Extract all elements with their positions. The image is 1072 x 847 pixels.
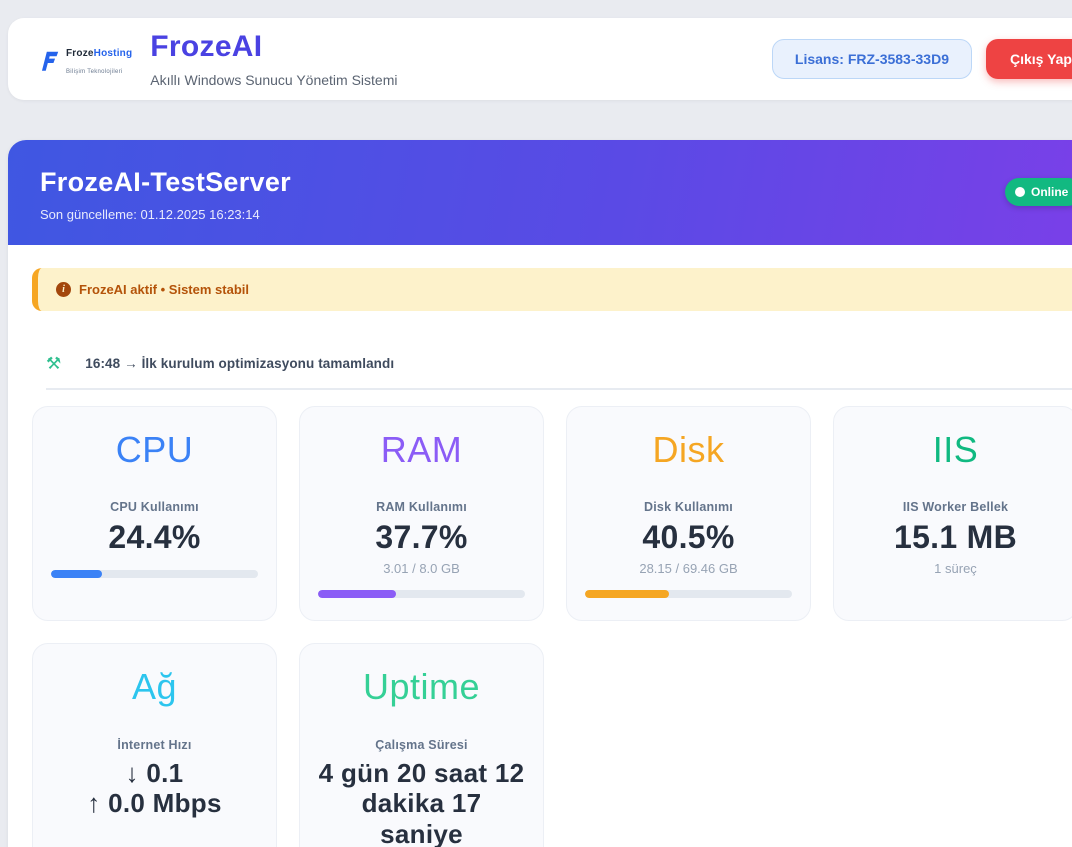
metric-card-disk: Disk Disk Kullanımı 40.5% 28.15 / 69.46 … — [566, 406, 811, 622]
brand-logo-text: FrozeHosting Bilişim Teknolojileri — [66, 44, 132, 78]
title-block: FrozeAI Akıllı Windows Sunucu Yönetim Si… — [150, 30, 397, 88]
app-header: FrozeHosting Bilişim Teknolojileri Froze… — [8, 18, 1072, 100]
metric-label: IIS Worker Bellek — [902, 500, 1009, 515]
metric-subvalue: 1 süreç — [934, 561, 977, 577]
progress-track — [318, 590, 525, 599]
cards-grid: CPU CPU Kullanımı 24.4% RAM RAM Kullanım… — [32, 406, 1072, 847]
header-brand-group: FrozeHosting Bilişim Teknolojileri Froze… — [36, 30, 397, 88]
page-shell: FrozeHosting Bilişim Teknolojileri Froze… — [8, 18, 1072, 847]
metric-value: 24.4% — [108, 519, 201, 556]
status-label: Online — [1031, 185, 1069, 199]
brand-logo: FrozeHosting Bilişim Teknolojileri — [36, 44, 132, 78]
server-banner: FrozeAI-TestServer Son güncelleme: 01.12… — [8, 140, 1072, 245]
metric-value: 37.7% — [375, 519, 468, 556]
metric-card-iis: IIS IIS Worker Bellek 15.1 MB 1 süreç — [833, 406, 1072, 622]
metric-value: ↓ 0.1 ↑ 0.0 Mbps — [87, 757, 222, 819]
progress-track — [51, 570, 258, 579]
metric-title: IIS — [932, 429, 979, 470]
metric-label: Çalışma Süresi — [375, 737, 468, 752]
online-dot-icon — [1015, 187, 1025, 197]
metric-title: Uptime — [362, 666, 481, 708]
divider — [46, 388, 1072, 390]
metric-card-cpu: CPU CPU Kullanımı 24.4% — [32, 406, 277, 622]
app-title: FrozeAI — [150, 30, 263, 63]
metric-card-network: Ağ İnternet Hızı ↓ 0.1 ↑ 0.0 Mbps — [32, 643, 277, 847]
metric-label: CPU Kullanımı — [110, 500, 199, 515]
alert-text: FrozeAI aktif • Sistem stabil — [79, 282, 249, 297]
progress-track — [585, 590, 792, 599]
status-badge: Online — [1005, 178, 1072, 206]
last-update-text: Son güncelleme: 01.12.2025 16:23:14 — [40, 207, 260, 222]
metric-card-ram: RAM RAM Kullanımı 37.7% 3.01 / 8.0 GB — [299, 406, 544, 622]
metric-title: Disk — [652, 429, 725, 470]
frozehosting-logo-icon — [36, 48, 62, 74]
system-status-alert: i FrozeAI aktif • Sistem stabil — [32, 268, 1072, 311]
metric-label: İnternet Hızı — [117, 737, 192, 752]
metric-card-uptime: Uptime Çalışma Süresi 4 gün 20 saat 12 d… — [299, 643, 544, 847]
header-actions: Lisans: FRZ-3583-33D9 Çıkış Yap — [771, 39, 1072, 79]
info-icon: i — [56, 282, 71, 297]
metric-value: 4 gün 20 saat 12 dakika 17 saniye — [318, 757, 525, 847]
metric-value: 40.5% — [642, 519, 735, 556]
metric-title: Ağ — [131, 666, 178, 708]
tools-icon: ⚒ — [46, 354, 62, 373]
app-subtitle: Akıllı Windows Sunucu Yönetim Sistemi — [150, 72, 398, 88]
progress-fill — [318, 590, 397, 599]
metric-label: Disk Kullanımı — [644, 500, 733, 515]
dashboard-card: FrozeAI-TestServer Son güncelleme: 01.12… — [8, 140, 1072, 847]
metric-label: RAM Kullanımı — [376, 500, 467, 515]
activity-text: 16:48 → İlk kurulum optimizasyonu tamaml… — [85, 356, 395, 371]
metric-title: RAM — [380, 429, 463, 470]
dashboard-body: i FrozeAI aktif • Sistem stabil ⚒ 16:48 … — [8, 245, 1072, 847]
brand-name-hosting: Hosting — [93, 48, 133, 59]
license-badge: Lisans: FRZ-3583-33D9 — [771, 39, 972, 79]
progress-fill — [51, 570, 102, 579]
logout-button[interactable]: Çıkış Yap — [985, 39, 1072, 79]
metric-title: CPU — [115, 429, 194, 470]
brand-name-froze: Froze — [66, 48, 94, 59]
metric-value: 15.1 MB — [893, 519, 1018, 556]
activity-log-entry: ⚒ 16:48 → İlk kurulum optimizasyonu tama… — [46, 355, 1072, 372]
brand-tagline: Bilişim Teknolojileri — [66, 68, 123, 75]
server-name: FrozeAI-TestServer — [40, 167, 291, 197]
metric-subvalue: 3.01 / 8.0 GB — [383, 561, 460, 577]
metric-subvalue: 28.15 / 69.46 GB — [639, 561, 738, 577]
progress-fill — [585, 590, 669, 599]
